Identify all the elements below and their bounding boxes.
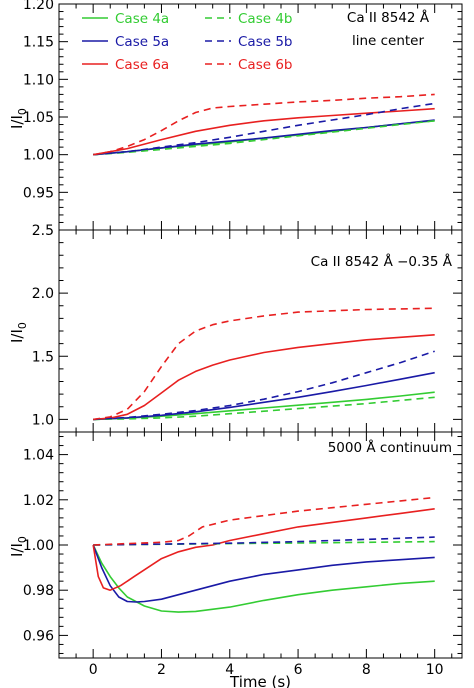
y-tick-label: 2.5 bbox=[32, 223, 54, 239]
y-axis-label-main: I/I bbox=[8, 543, 26, 557]
y-axis-label: I/I0 bbox=[8, 322, 29, 343]
series-line-case-5b bbox=[93, 536, 435, 546]
x-tick-label: 6 bbox=[294, 662, 303, 678]
x-tick-label: 10 bbox=[426, 662, 444, 678]
series-line-case-5b bbox=[93, 350, 435, 421]
x-tick-label: 8 bbox=[362, 662, 371, 678]
series-line-case-4a bbox=[92, 544, 435, 613]
series-line-case-5b bbox=[93, 102, 435, 156]
y-axis-label-main: I/I bbox=[8, 329, 26, 343]
series-line-case-4b bbox=[93, 120, 435, 156]
series-line-case-6a bbox=[92, 508, 435, 592]
y-tick-label: 1.20 bbox=[23, 0, 54, 13]
y-axis-label: I/I0 bbox=[8, 108, 29, 129]
series-line-case-4b bbox=[93, 540, 435, 546]
series-group bbox=[93, 307, 435, 421]
y-tick-label: 0.98 bbox=[23, 583, 54, 599]
y-axis-label: I/I0 bbox=[8, 536, 29, 557]
series-line-case-6b bbox=[93, 307, 435, 421]
series-line-case-6a bbox=[93, 334, 435, 421]
panel-annotation: Ca II 8542 Å bbox=[347, 9, 430, 26]
x-axis-label: Time (s) bbox=[229, 673, 291, 688]
y-tick-label: 1.05 bbox=[23, 110, 54, 126]
legend-label: Case 6b bbox=[238, 57, 293, 73]
y-tick-label: 1.02 bbox=[23, 493, 54, 509]
series-line-case-5a bbox=[93, 371, 435, 421]
y-tick-label: 1.00 bbox=[23, 148, 54, 164]
y-tick-label: 1.5 bbox=[32, 349, 54, 365]
panel-annotation: Ca II 8542 Å −0.35 Å bbox=[311, 253, 453, 270]
y-axis-label-sub: 0 bbox=[16, 536, 29, 543]
y-axis-label-sub: 0 bbox=[16, 108, 29, 115]
panel-top: 0.95 1.00 1.05 1.10 1.15 1.20 I/I0 Ca II 8542 Å… bbox=[8, 0, 463, 231]
series-line-case-6b bbox=[93, 496, 435, 546]
legend-label: Case 5a bbox=[115, 34, 169, 50]
panel-middle: 1.0 1.5 2.0 2.5 I/I0 Ca II 8542 Å −0.35 Å bbox=[8, 223, 463, 433]
y-tick-label: 1.04 bbox=[23, 448, 54, 464]
series-line-case-5a bbox=[93, 119, 435, 156]
y-tick-label: 0.96 bbox=[23, 628, 54, 644]
series-line-case-6b bbox=[93, 93, 435, 156]
x-tick-label: 2 bbox=[157, 662, 166, 678]
legend-label: Case 6a bbox=[115, 57, 169, 73]
legend: Case 4a Case 5a Case 6a Case 4b Case 5b Case … bbox=[82, 11, 293, 73]
y-axis-label-sub: 0 bbox=[16, 322, 29, 329]
x-tick-label: 0 bbox=[89, 662, 98, 678]
y-axis-label-main: I/I bbox=[8, 115, 26, 129]
series-line-case-6a bbox=[93, 107, 435, 156]
x-tick-label: 4 bbox=[225, 662, 234, 678]
panel-annotation: 5000 Å continuum bbox=[328, 439, 452, 456]
y-tick-label: 2.0 bbox=[32, 286, 54, 302]
legend-label: Case 5b bbox=[238, 34, 293, 50]
legend-label: Case 4a bbox=[115, 11, 169, 27]
y-tick-label: 1.10 bbox=[23, 72, 54, 88]
y-tick-label: 0.95 bbox=[23, 185, 54, 201]
panel-annotation: line center bbox=[352, 33, 425, 49]
y-tick-label: 1.00 bbox=[23, 538, 54, 554]
series-group bbox=[93, 93, 435, 156]
legend-label: Case 4b bbox=[238, 11, 293, 27]
y-tick-label: 1.15 bbox=[23, 35, 54, 51]
y-tick-label: 1.0 bbox=[32, 412, 54, 428]
series-group bbox=[92, 496, 435, 613]
series-line-case-4b bbox=[93, 396, 435, 421]
series-line-case-5a bbox=[92, 544, 435, 603]
